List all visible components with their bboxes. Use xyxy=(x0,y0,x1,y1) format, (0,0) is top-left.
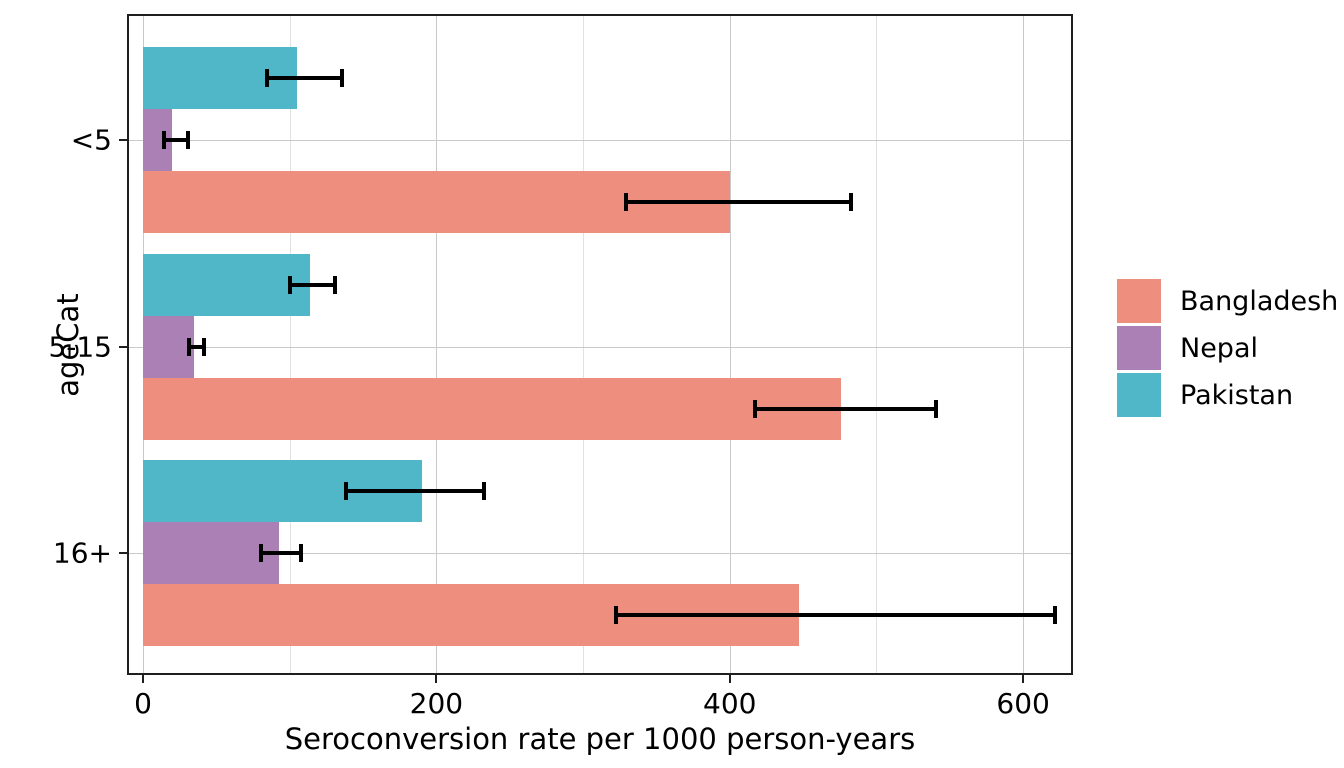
errorbar-nepal-<5 xyxy=(162,138,190,142)
legend-swatch-bangladesh xyxy=(1117,279,1161,323)
legend-item-bangladesh: Bangladesh xyxy=(1117,279,1338,323)
bar-bangladesh-5-15 xyxy=(143,377,842,440)
errorbar-cap-high-pakistan-5-15 xyxy=(332,275,337,294)
x-tick-600 xyxy=(1022,675,1025,683)
bar-nepal-16+ xyxy=(143,522,280,584)
gridline-major-200 xyxy=(436,14,438,675)
errorbar-cap-high-nepal-5-15 xyxy=(202,337,207,356)
legend-label-pakistan: Pakistan xyxy=(1180,379,1294,411)
legend-item-pakistan: Pakistan xyxy=(1117,373,1338,417)
errorbar-cap-high-nepal-<5 xyxy=(185,131,190,149)
x-tick-200 xyxy=(435,675,438,683)
gridline-minor-500 xyxy=(876,14,878,675)
gridline-major-600 xyxy=(1023,14,1025,675)
errorbar-cap-low-nepal-5-15 xyxy=(187,337,191,356)
x-axis-title: Seroconversion rate per 1000 person-year… xyxy=(284,722,916,756)
errorbar-cap-low-pakistan-5-15 xyxy=(288,275,293,294)
y-tick-label-0: <5 xyxy=(70,123,112,157)
errorbar-cap-high-nepal-16+ xyxy=(298,544,303,562)
gridline-category-0 xyxy=(127,140,1073,141)
errorbar-nepal-16+ xyxy=(258,551,303,555)
errorbar-cap-high-bangladesh-16+ xyxy=(1052,606,1057,624)
legend-label-bangladesh: Bangladesh xyxy=(1180,285,1339,317)
x-tick-label-600: 600 xyxy=(996,687,1050,720)
errorbar-bangladesh-5-15 xyxy=(753,406,939,411)
errorbar-cap-low-nepal-16+ xyxy=(258,544,263,562)
errorbar-pakistan-<5 xyxy=(264,76,344,80)
errorbar-cap-low-pakistan-16+ xyxy=(343,482,348,500)
y-tick-label-1: 5-15 xyxy=(48,330,112,363)
y-tick-0 xyxy=(119,139,127,141)
errorbar-cap-high-bangladesh-<5 xyxy=(848,193,853,211)
y-tick-label-2: 16+ xyxy=(52,536,112,570)
legend-swatch-pakistan xyxy=(1117,373,1161,417)
errorbar-cap-low-pakistan-<5 xyxy=(264,69,269,87)
legend: Bangladesh Nepal Pakistan xyxy=(1117,279,1338,420)
legend-swatch-nepal xyxy=(1117,326,1161,370)
errorbar-cap-low-bangladesh-16+ xyxy=(613,606,618,624)
errorbar-nepal-5-15 xyxy=(187,344,207,349)
gridline-minor-100 xyxy=(289,14,291,675)
x-tick-label-400: 400 xyxy=(703,687,757,720)
errorbar-pakistan-5-15 xyxy=(288,282,337,287)
bar-nepal-5-15 xyxy=(143,315,195,378)
x-tick-400 xyxy=(728,675,731,683)
gridline-minor-300 xyxy=(583,14,585,675)
errorbar-cap-high-pakistan-<5 xyxy=(339,69,344,87)
y-axis-title: ageCat xyxy=(51,293,85,397)
x-tick-0 xyxy=(142,675,144,683)
x-tick-label-200: 200 xyxy=(409,687,464,720)
y-tick-2 xyxy=(119,552,127,554)
errorbar-cap-high-bangladesh-5-15 xyxy=(934,399,939,418)
plot-panel xyxy=(127,14,1073,675)
legend-item-nepal: Nepal xyxy=(1117,326,1338,370)
bar-pakistan-5-15 xyxy=(143,253,311,316)
legend-label-nepal: Nepal xyxy=(1180,332,1258,364)
y-tick-1 xyxy=(119,345,127,348)
gridline-major-400 xyxy=(729,14,731,675)
errorbar-pakistan-16+ xyxy=(343,489,487,493)
errorbar-cap-low-bangladesh-<5 xyxy=(624,193,629,211)
gridline-category-2 xyxy=(127,553,1073,554)
gridline-category-1 xyxy=(127,346,1073,348)
errorbar-cap-low-nepal-<5 xyxy=(162,131,167,149)
errorbar-cap-high-pakistan-16+ xyxy=(482,482,487,500)
errorbar-bangladesh-<5 xyxy=(624,200,853,204)
errorbar-bangladesh-16+ xyxy=(613,613,1057,617)
x-tick-label-0: 0 xyxy=(134,687,152,720)
errorbar-cap-low-bangladesh-5-15 xyxy=(753,399,758,418)
